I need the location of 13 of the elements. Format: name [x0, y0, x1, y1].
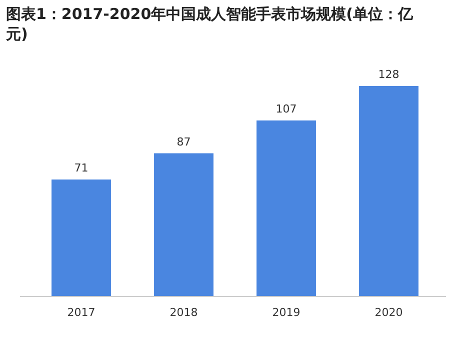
x-tick-label: 2019: [272, 306, 300, 319]
data-label: 128: [378, 68, 400, 81]
x-tick-label: 2018: [170, 306, 198, 319]
data-label: 107: [276, 102, 297, 116]
bar: [52, 180, 111, 296]
x-tick-label: 2017: [67, 306, 96, 319]
data-label: 71: [74, 162, 88, 175]
bar: [154, 153, 214, 296]
bar: [256, 120, 316, 296]
bar: [359, 86, 418, 296]
x-tick-label: 2020: [374, 306, 403, 319]
chart-title: 图表1：2017-2020年中国成人智能手表市场规模(单位：亿元): [6, 4, 414, 44]
data-label: 87: [176, 135, 191, 148]
